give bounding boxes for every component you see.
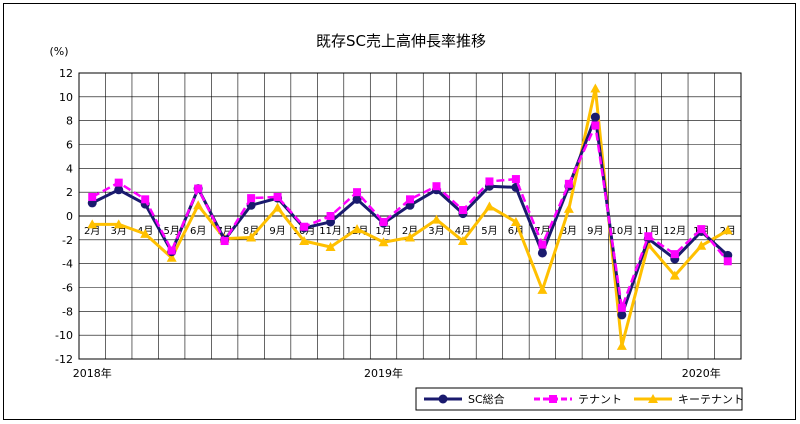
x-tick-label: 10月 bbox=[610, 225, 633, 237]
y-tick-label: 12 bbox=[59, 67, 73, 80]
x-tick-label: 11月 bbox=[637, 225, 660, 237]
data-point bbox=[246, 232, 257, 242]
data-point bbox=[193, 200, 204, 210]
data-point bbox=[166, 252, 177, 262]
x-tick-label: 5月 bbox=[163, 225, 179, 237]
data-point bbox=[273, 192, 282, 201]
y-tick-label: 0 bbox=[66, 210, 73, 223]
data-point bbox=[432, 182, 441, 191]
x-tick-label: 1月 bbox=[375, 225, 391, 237]
data-point bbox=[670, 250, 679, 259]
data-point bbox=[88, 192, 97, 201]
data-point bbox=[696, 240, 707, 250]
data-point bbox=[87, 219, 98, 229]
year-label: 2019年 bbox=[364, 366, 403, 380]
data-point bbox=[194, 184, 203, 193]
data-point bbox=[617, 310, 627, 320]
x-tick-label: 3月 bbox=[428, 225, 444, 237]
data-point bbox=[648, 394, 658, 403]
y-tick-label: -8 bbox=[62, 305, 73, 318]
data-point bbox=[458, 206, 467, 215]
data-point bbox=[644, 232, 653, 241]
legend-label: SC総合 bbox=[468, 392, 505, 406]
legend-box bbox=[415, 387, 743, 411]
chart-frame: 既存SC売上高伸長率推移 (%) 12 10 8 6 4 2 0 -2 -4 -6 -8 -10 -12… bbox=[3, 3, 796, 420]
data-point bbox=[114, 178, 123, 187]
chart-title: 既存SC売上高伸長率推移 bbox=[316, 32, 486, 50]
data-point bbox=[590, 83, 601, 93]
data-point bbox=[616, 340, 627, 350]
data-point bbox=[299, 236, 310, 246]
y-tick-label: 6 bbox=[66, 139, 73, 152]
y-tick-label: -2 bbox=[62, 234, 73, 247]
data-point bbox=[140, 228, 151, 238]
data-point bbox=[272, 202, 283, 212]
data-point bbox=[485, 177, 494, 186]
legend-label: テナント bbox=[578, 393, 622, 406]
y-axis-unit-label: (%) bbox=[49, 45, 68, 58]
y-tick-label: -4 bbox=[62, 258, 73, 271]
data-point bbox=[300, 222, 309, 231]
x-tick-label: 9月 bbox=[269, 225, 285, 237]
data-point bbox=[563, 203, 574, 213]
x-tick-label: 8月 bbox=[561, 225, 577, 237]
data-point bbox=[511, 175, 520, 184]
data-point bbox=[353, 188, 362, 197]
data-point bbox=[564, 179, 573, 188]
data-point bbox=[379, 217, 388, 226]
x-tick-label: 11月 bbox=[319, 225, 342, 237]
y-tick-label: -6 bbox=[62, 282, 73, 295]
data-point bbox=[113, 219, 124, 229]
data-point bbox=[220, 237, 229, 246]
data-point bbox=[114, 185, 124, 195]
data-point bbox=[405, 232, 415, 242]
data-point bbox=[591, 121, 600, 130]
data-point bbox=[537, 284, 548, 294]
y-tick-label: 10 bbox=[59, 91, 73, 104]
data-point bbox=[697, 225, 706, 234]
year-label: 2018年 bbox=[73, 366, 112, 380]
legend-label: キーテナント bbox=[678, 393, 744, 406]
y-tick-label: 4 bbox=[66, 162, 73, 175]
data-point bbox=[438, 394, 448, 404]
data-point bbox=[484, 201, 495, 211]
y-tick-label: 2 bbox=[66, 186, 73, 199]
data-point bbox=[537, 248, 547, 258]
x-tick-label: 5月 bbox=[481, 225, 497, 237]
data-point bbox=[352, 194, 362, 204]
data-point bbox=[141, 195, 150, 204]
data-point bbox=[538, 240, 547, 249]
data-point bbox=[457, 236, 468, 246]
data-point bbox=[378, 237, 389, 247]
data-point bbox=[510, 216, 521, 226]
x-tick-label: 12月 bbox=[663, 225, 686, 237]
y-tick-label: -10 bbox=[55, 329, 73, 342]
data-point bbox=[167, 246, 176, 255]
year-label: 2020年 bbox=[682, 366, 721, 380]
data-point bbox=[406, 195, 414, 204]
data-point bbox=[669, 270, 680, 280]
x-tick-label: 9月 bbox=[587, 225, 603, 237]
data-point bbox=[723, 257, 732, 266]
data-point bbox=[431, 214, 442, 224]
data-point bbox=[590, 112, 600, 122]
data-point bbox=[325, 241, 336, 251]
data-point bbox=[549, 395, 557, 403]
data-point bbox=[722, 225, 733, 235]
data-point bbox=[326, 212, 335, 220]
data-point bbox=[352, 224, 363, 234]
y-tick-label: -12 bbox=[55, 353, 73, 366]
data-point bbox=[617, 303, 626, 312]
y-tick-label: 8 bbox=[66, 115, 73, 128]
chart-canvas: 既存SC売上高伸長率推移 (%) 12 10 8 6 4 2 0 -2 -4 -6 -8 -10 -12… bbox=[49, 32, 744, 411]
x-tick-label: 6月 bbox=[190, 225, 206, 237]
data-point bbox=[247, 194, 256, 203]
